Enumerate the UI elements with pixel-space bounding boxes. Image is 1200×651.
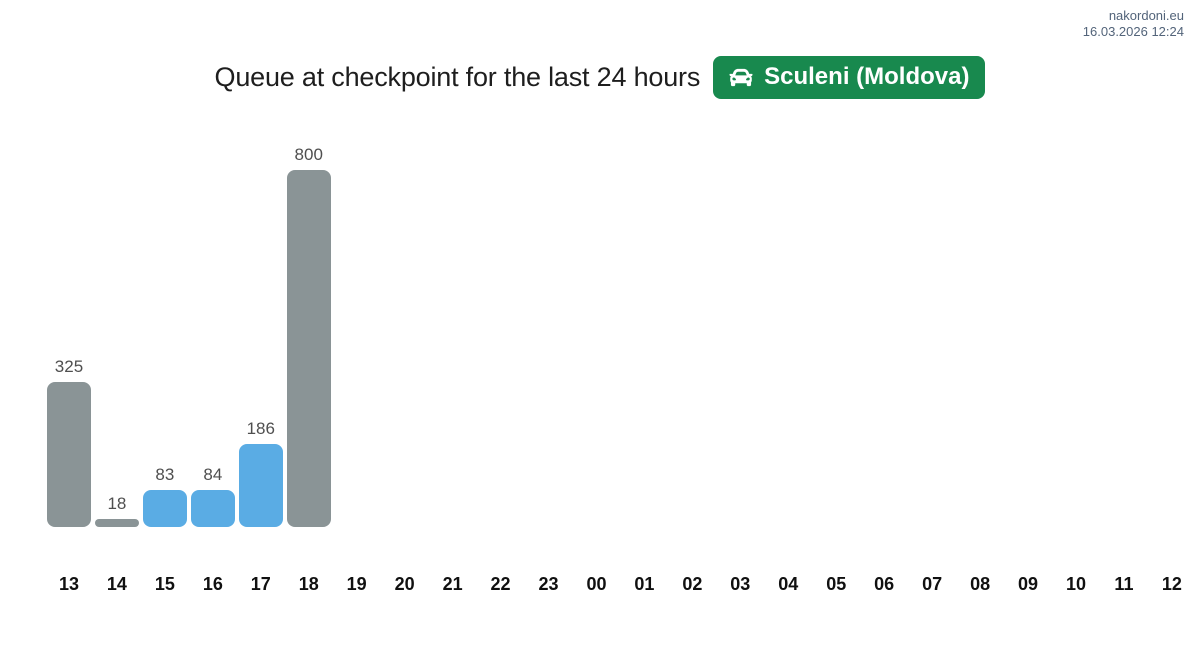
bar-value-label: 325 <box>54 356 84 376</box>
bar-14 <box>94 518 139 527</box>
chart-column-13: 325 13 <box>45 130 93 595</box>
chart-column-10: 10 <box>1052 130 1100 595</box>
x-axis-label-23: 23 <box>538 574 559 594</box>
bar-area <box>1004 130 1052 527</box>
bar-chart: 325 13 18 14 83 15 84 16 186 17 800 18 19 20 21 22 23 00 0… <box>45 130 1196 595</box>
chart-column-06: 06 <box>860 130 908 595</box>
x-axis-label-04: 04 <box>778 574 799 594</box>
timestamp: 16.03.2026 12:24 <box>1082 24 1184 39</box>
bar-area <box>812 130 860 527</box>
bar-17 <box>238 444 283 527</box>
chart-column-21: 21 <box>429 130 477 595</box>
x-axis-label-22: 22 <box>490 574 511 594</box>
bar-value-label: 18 <box>107 493 127 513</box>
x-axis-label-03: 03 <box>730 574 751 594</box>
bar-chart-columns: 325 13 18 14 83 15 84 16 186 17 800 18 19 20 21 22 23 00 0… <box>45 130 1196 595</box>
chart-column-22: 22 <box>477 130 525 595</box>
chart-column-15: 83 15 <box>141 130 189 595</box>
bar-area: 325 <box>45 130 93 527</box>
chart-column-09: 09 <box>1004 130 1052 595</box>
chart-column-19: 19 <box>333 130 381 595</box>
checkpoint-badge[interactable]: Sculeni (Moldova) <box>713 56 986 99</box>
bar-area <box>381 130 429 527</box>
chart-column-04: 04 <box>764 130 812 595</box>
bar-area <box>860 130 908 527</box>
bar-area <box>716 130 764 527</box>
x-axis-label-16: 16 <box>202 574 223 594</box>
x-axis-label-01: 01 <box>634 574 655 594</box>
chart-column-11: 11 <box>1100 130 1148 595</box>
x-axis-label-06: 06 <box>874 574 895 594</box>
x-axis-label-07: 07 <box>922 574 943 594</box>
bar-area: 84 <box>189 130 237 527</box>
bar-18 <box>286 170 331 527</box>
car-icon <box>727 66 755 89</box>
checkpoint-badge-label: Sculeni (Moldova) <box>764 63 970 90</box>
chart-column-17: 186 17 <box>237 130 285 595</box>
bar-area <box>1148 130 1196 527</box>
x-axis-label-00: 00 <box>586 574 607 594</box>
bar-area: 186 <box>237 130 285 527</box>
x-axis-label-11: 11 <box>1114 574 1134 594</box>
x-axis-label-18: 18 <box>298 574 319 594</box>
bar-16 <box>190 489 235 527</box>
bar-area <box>1100 130 1148 527</box>
site-link[interactable]: nakordoni.eu <box>1108 8 1184 23</box>
bar-area <box>908 130 956 527</box>
x-axis-label-12: 12 <box>1161 574 1182 594</box>
x-axis-label-19: 19 <box>346 574 367 594</box>
x-axis-label-10: 10 <box>1065 574 1086 594</box>
bar-15 <box>142 489 187 527</box>
bar-value-label: 83 <box>155 464 175 484</box>
bar-area <box>668 130 716 527</box>
bar-area <box>620 130 668 527</box>
x-axis-label-21: 21 <box>442 574 463 594</box>
x-axis-label-02: 02 <box>682 574 703 594</box>
x-axis-label-17: 17 <box>250 574 271 594</box>
bar-area <box>572 130 620 527</box>
bar-area <box>1052 130 1100 527</box>
bar-area <box>477 130 525 527</box>
x-axis-label-13: 13 <box>58 574 79 594</box>
bar-area <box>764 130 812 527</box>
chart-column-23: 23 <box>525 130 573 595</box>
chart-column-01: 01 <box>620 130 668 595</box>
chart-column-20: 20 <box>381 130 429 595</box>
chart-column-07: 07 <box>908 130 956 595</box>
chart-column-03: 03 <box>716 130 764 595</box>
x-axis-label-15: 15 <box>154 574 175 594</box>
chart-column-16: 84 16 <box>189 130 237 595</box>
bar-area: 800 <box>285 130 333 527</box>
page-meta: nakordoni.eu 16.03.2026 12:24 <box>1083 8 1184 40</box>
chart-column-12: 12 <box>1148 130 1196 595</box>
chart-header: Queue at checkpoint for the last 24 hour… <box>0 56 1200 99</box>
chart-column-18: 800 18 <box>285 130 333 595</box>
bar-area <box>956 130 1004 527</box>
bar-area <box>525 130 573 527</box>
bar-area: 83 <box>141 130 189 527</box>
x-axis-label-14: 14 <box>106 574 127 594</box>
chart-column-05: 05 <box>812 130 860 595</box>
bar-value-label: 84 <box>203 464 223 484</box>
chart-title: Queue at checkpoint for the last 24 hour… <box>214 62 701 92</box>
chart-column-08: 08 <box>956 130 1004 595</box>
bar-value-label: 186 <box>246 419 275 438</box>
bar-area <box>333 130 381 527</box>
bar-13 <box>46 381 91 527</box>
bar-value-label: 800 <box>294 145 323 164</box>
chart-column-00: 00 <box>572 130 620 595</box>
x-axis-label-09: 09 <box>1018 574 1039 594</box>
x-axis-label-20: 20 <box>394 574 415 594</box>
x-axis-label-05: 05 <box>826 574 847 594</box>
chart-column-14: 18 14 <box>93 130 141 595</box>
bar-area: 18 <box>93 130 141 527</box>
x-axis-label-08: 08 <box>970 574 991 594</box>
chart-column-02: 02 <box>668 130 716 595</box>
bar-area <box>429 130 477 527</box>
